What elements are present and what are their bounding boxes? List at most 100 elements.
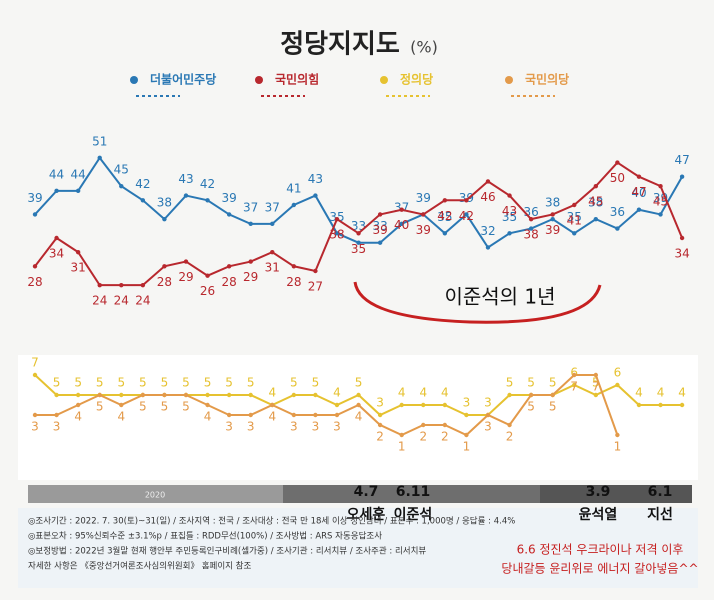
- value-label: 1: [614, 440, 622, 454]
- point: [334, 402, 340, 408]
- value-label: 51: [92, 134, 107, 148]
- point: [97, 392, 102, 398]
- value-label: 35: [437, 210, 452, 224]
- point: [636, 207, 642, 212]
- timeline-segment: [283, 485, 540, 503]
- event-label: 윤석열: [579, 506, 618, 523]
- value-label: 38: [329, 228, 344, 242]
- value-label: 24: [135, 294, 150, 308]
- value-label: 33: [372, 219, 387, 233]
- value-label: 37: [265, 200, 280, 214]
- value-label: 29: [243, 270, 258, 284]
- point: [205, 198, 210, 203]
- point: [593, 183, 599, 189]
- period-arc: [353, 281, 602, 324]
- value-label: 37: [243, 200, 258, 214]
- point: [183, 392, 189, 398]
- value-label: 5: [527, 400, 535, 414]
- value-label: 3: [290, 420, 298, 434]
- point: [183, 259, 189, 264]
- point: [226, 412, 232, 418]
- value-label: 3: [333, 420, 341, 434]
- point: [119, 392, 124, 398]
- point: [140, 198, 146, 203]
- event-label: 지선: [647, 507, 673, 523]
- value-label: 39: [416, 191, 431, 205]
- point: [140, 282, 146, 288]
- point: [658, 183, 663, 189]
- point: [356, 240, 361, 245]
- value-label: 5: [139, 376, 147, 390]
- value-label: 5: [312, 376, 320, 390]
- value-label: 5: [247, 376, 255, 390]
- value-label: 44: [70, 167, 85, 181]
- value-label: 45: [114, 163, 129, 177]
- point: [507, 422, 512, 428]
- value-label: 27: [308, 280, 323, 294]
- point: [421, 422, 426, 428]
- value-label: 4: [657, 386, 665, 400]
- value-label: 24: [114, 294, 129, 308]
- value-label: 5: [290, 376, 298, 390]
- value-label: 7: [592, 380, 600, 394]
- value-label: 3: [225, 420, 233, 434]
- value-label: 35: [329, 210, 344, 224]
- value-label: 43: [308, 172, 323, 186]
- value-label: 50: [610, 171, 625, 185]
- value-label: 36: [610, 205, 625, 219]
- value-label: 32: [480, 224, 495, 238]
- point: [270, 249, 275, 255]
- point: [248, 392, 253, 398]
- value-label: 46: [480, 190, 495, 204]
- value-label: 5: [182, 400, 190, 414]
- point: [356, 402, 361, 408]
- point: [485, 412, 491, 418]
- timeline-segment: [540, 485, 692, 503]
- value-label: 45: [588, 195, 603, 209]
- point: [313, 392, 318, 398]
- point: [399, 207, 404, 212]
- value-label: 5: [74, 376, 82, 390]
- value-label: 4: [74, 410, 82, 424]
- point: [205, 273, 210, 278]
- value-label: 2: [376, 430, 384, 444]
- value-label: 4: [268, 386, 276, 400]
- value-label: 40: [394, 218, 409, 232]
- point: [377, 412, 383, 418]
- chart-title: 정당지지도: [280, 30, 400, 60]
- point: [615, 432, 620, 438]
- point: [679, 235, 685, 241]
- point: [593, 392, 599, 398]
- comment: 당내갈등 윤리위로 에너지 갈아넣음^^: [501, 562, 698, 576]
- value-label: 28: [157, 275, 172, 289]
- value-label: 39: [372, 223, 387, 237]
- point: [593, 216, 599, 222]
- value-label: 5: [549, 376, 557, 390]
- point: [313, 268, 318, 274]
- value-label: 39: [459, 191, 474, 205]
- value-label: 5: [506, 376, 514, 390]
- point: [32, 264, 38, 269]
- value-label: 38: [588, 196, 603, 210]
- chart-unit: (%): [410, 38, 438, 57]
- notes-panel: [18, 508, 698, 588]
- point: [54, 392, 59, 398]
- point: [119, 183, 124, 189]
- event-date: 4.7: [354, 484, 379, 500]
- value-label: 39: [416, 223, 431, 237]
- value-label: 42: [437, 209, 452, 223]
- value-label: 5: [592, 376, 600, 390]
- value-label: 5: [96, 376, 104, 390]
- point: [75, 188, 81, 194]
- point: [528, 216, 534, 222]
- value-label: 4: [268, 410, 276, 424]
- value-label: 3: [247, 420, 255, 434]
- value-label: 5: [96, 400, 104, 414]
- value-label: 26: [200, 284, 215, 298]
- value-label: 31: [265, 261, 280, 275]
- legend-label: 국민의힘: [275, 72, 319, 87]
- point: [528, 392, 534, 398]
- point: [442, 198, 448, 203]
- point: [485, 245, 491, 250]
